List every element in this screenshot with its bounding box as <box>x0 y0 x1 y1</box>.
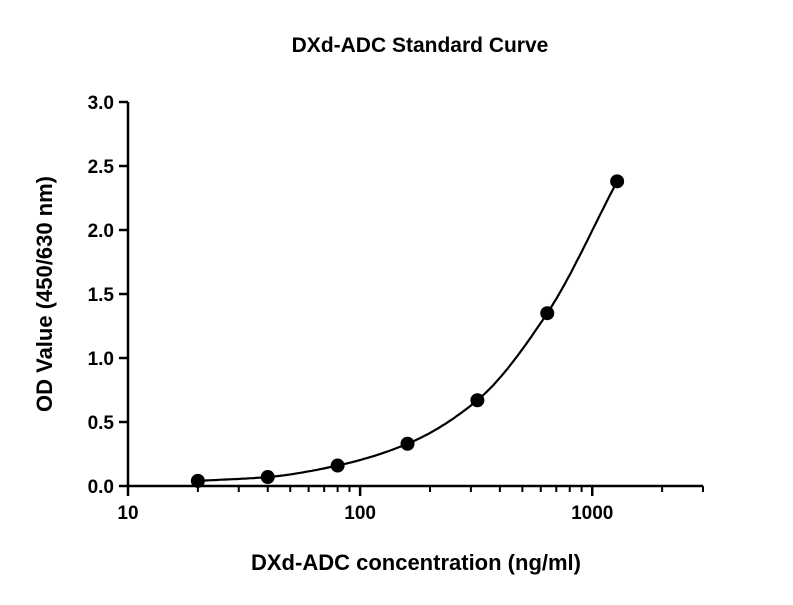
x-tick-label: 100 <box>344 503 376 524</box>
axes: 0.0 0.5 1.0 1.5 2.0 2.5 3.0 10 100 1000 <box>88 93 704 524</box>
y-tick-label: 0.5 <box>88 413 115 434</box>
y-axis-label: OD Value (450/630 nm) <box>32 176 57 412</box>
fit-curve <box>197 180 619 482</box>
x-tick-label: 10 <box>117 503 138 524</box>
data-point <box>470 393 485 408</box>
x-tick-label: 1000 <box>571 503 613 524</box>
y-tick-label: 3.0 <box>88 93 114 114</box>
x-axis-label: DXd-ADC concentration (ng/ml) <box>251 550 581 575</box>
data-point <box>610 174 625 189</box>
data-point <box>190 473 205 488</box>
chart-title: DXd-ADC Standard Curve <box>292 34 549 57</box>
y-tick-label: 0.0 <box>88 477 114 498</box>
y-tick-label: 2.0 <box>88 221 114 242</box>
data-point <box>260 470 275 485</box>
y-tick-label: 1.0 <box>88 349 114 370</box>
data-point <box>330 458 345 473</box>
data-point <box>400 436 415 451</box>
data-point <box>540 306 555 321</box>
y-tick-label: 1.5 <box>88 285 115 306</box>
plot-area <box>190 174 625 488</box>
y-tick-label: 2.5 <box>88 157 115 178</box>
